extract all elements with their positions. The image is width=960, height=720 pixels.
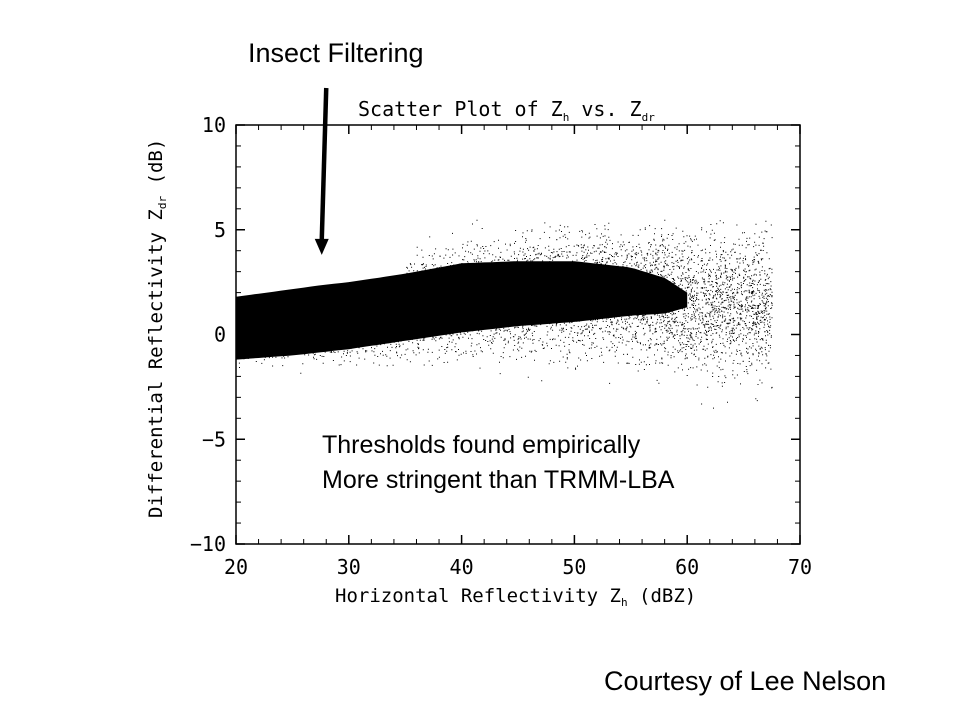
y-tick-label: 0 [214, 323, 226, 347]
x-tick-labels: 20 30 40 50 60 70 [224, 555, 812, 579]
y-tick-label: 10 [202, 113, 226, 137]
insect-arrow-shaft [319, 87, 329, 241]
x-tick-label: 30 [337, 555, 361, 579]
x-axis-label: Horizontal Reflectivity Zh (dBZ) [335, 585, 696, 609]
scatter-points [236, 219, 773, 409]
insect-filtering-label: Insect Filtering [248, 38, 424, 68]
insect-arrow-head [314, 238, 329, 255]
x-tick-label: 70 [788, 555, 812, 579]
chart-title: Scatter Plot of Zh vs. Zdr [358, 97, 655, 124]
dense-point-region [236, 261, 688, 360]
scatter-point-cloud [236, 219, 773, 409]
credit-text: Courtesy of Lee Nelson [604, 666, 887, 696]
x-tick-label: 60 [675, 555, 699, 579]
y-tick-labels: −10 −5 0 5 10 [190, 113, 226, 556]
x-tick-label: 50 [562, 555, 586, 579]
y-tick-label: −10 [190, 532, 226, 556]
x-tick-label: 40 [450, 555, 474, 579]
annotation-line-1: Thresholds found empirically [322, 431, 641, 459]
y-tick-label: 5 [214, 218, 226, 242]
y-tick-label: −5 [202, 427, 226, 451]
threshold-annotation: Thresholds found empirically More string… [318, 428, 679, 498]
annotation-line-2: More stringent than TRMM-LBA [322, 466, 675, 494]
dense-region [236, 261, 688, 360]
y-axis-label: Differential Reflectivity Zdr (dB) [145, 139, 169, 518]
x-tick-label: 20 [224, 555, 248, 579]
